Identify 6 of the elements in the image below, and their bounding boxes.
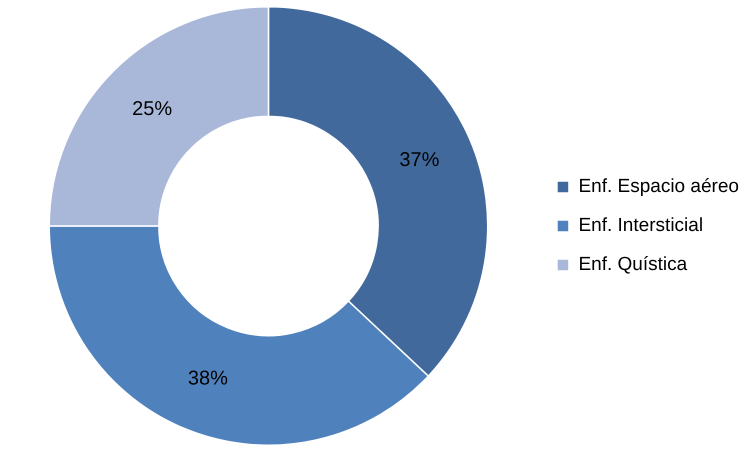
data-label: 37% bbox=[399, 149, 440, 172]
legend-label: Enf. Espacio aéreo bbox=[578, 176, 739, 198]
legend-label: Enf. Intersticial bbox=[578, 215, 704, 236]
legend-label: Enf. Quística bbox=[578, 254, 688, 276]
data-label: 25% bbox=[132, 98, 172, 120]
data-label: 38% bbox=[188, 367, 228, 390]
